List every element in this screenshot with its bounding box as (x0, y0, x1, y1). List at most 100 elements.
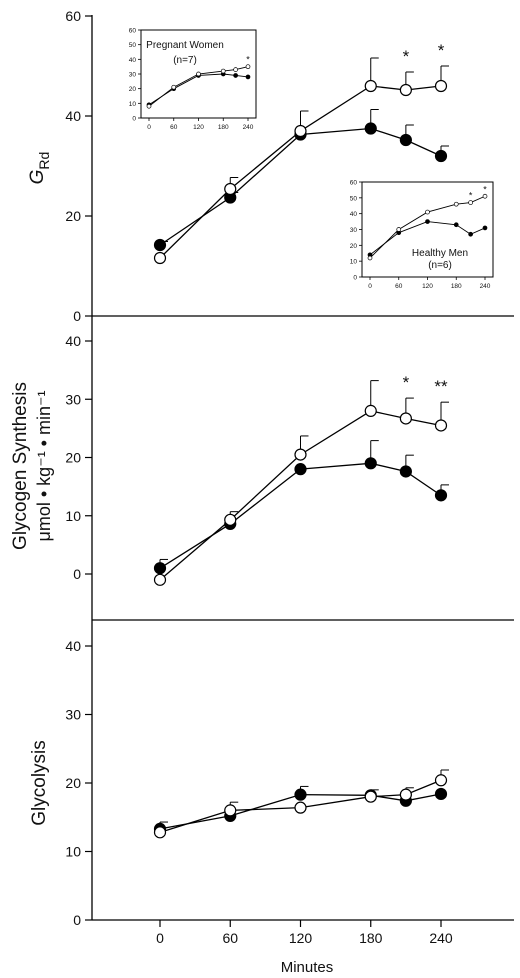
inset-open-point (196, 71, 201, 77)
inset-open-point (233, 67, 238, 72)
significance-mark: * (403, 373, 410, 392)
inset-label: Pregnant Women (146, 40, 224, 51)
open-point (434, 774, 448, 787)
open-point (294, 448, 307, 461)
inset-open-point (468, 200, 473, 205)
y-tick-label: 20 (65, 450, 81, 466)
y-axis-title-main: G (27, 170, 48, 185)
inset-y-tick-label: 60 (350, 180, 358, 187)
y-tick-label: 20 (65, 775, 81, 791)
inset-chart: 0 10 20 30 40 50 60 0 60 120 180 240 * * Healthy Men(n… (350, 180, 494, 290)
significance-mark: * (438, 41, 445, 60)
open-point (434, 79, 448, 93)
inset-y-tick-label: 10 (129, 101, 137, 108)
y-tick-label: 60 (65, 8, 81, 24)
inset-chart: 0 10 20 30 40 50 60 0 60 120 180 240 * Pregnant Women… (129, 28, 257, 131)
inset-open-point (245, 64, 251, 70)
inset-y-tick-label: 20 (350, 243, 358, 250)
series-line (159, 462, 442, 569)
filled-point (434, 149, 448, 163)
inset-open-point (453, 201, 459, 207)
inset-y-tick-label: 0 (132, 116, 136, 123)
x-tick-label: 180 (359, 930, 383, 946)
inset-label-n: (n=7) (173, 55, 197, 66)
filled-point (294, 788, 307, 801)
inset-y-tick-label: 60 (129, 28, 137, 35)
inset-y-tick-label: 10 (350, 259, 358, 266)
x-axis-title: Minutes (281, 959, 334, 976)
inset-x-tick-label: 180 (218, 124, 229, 131)
y-tick-label: 30 (65, 707, 81, 723)
significance-mark: * (403, 47, 410, 66)
y-tick-label: 0 (73, 912, 81, 928)
inset-open-point (220, 68, 226, 74)
inset-y-tick-label: 0 (353, 275, 357, 282)
inset-significance-mark: * (469, 191, 473, 201)
y-tick-label: 10 (65, 844, 81, 860)
y-axis-title-subscript: Rd (36, 152, 52, 170)
filled-point (294, 463, 307, 476)
open-point (434, 419, 448, 432)
inset-y-tick-label: 40 (129, 57, 137, 64)
y-axis-title: GRd (27, 152, 52, 185)
y-tick-label: 10 (65, 508, 81, 524)
filled-point (434, 489, 448, 502)
open-point (399, 788, 412, 801)
inset-filled-point (233, 73, 238, 78)
x-tick-label: 120 (289, 930, 313, 946)
inset-y-tick-label: 30 (129, 72, 137, 79)
inset-x-tick-label: 60 (395, 283, 403, 290)
inset-y-tick-label: 50 (129, 42, 137, 49)
x-tick-label: 240 (429, 930, 453, 946)
open-point (153, 573, 167, 586)
filled-point (399, 465, 412, 478)
y-tick-label: 30 (65, 391, 81, 407)
inset-significance-mark: * (483, 184, 487, 194)
inset-x-tick-label: 120 (193, 124, 204, 131)
open-point (364, 79, 377, 93)
y-tick-label: 0 (73, 308, 81, 324)
inset-x-tick-label: 60 (170, 124, 178, 131)
y-tick-label: 20 (65, 208, 81, 224)
inset-series-line (369, 195, 486, 259)
filled-point (153, 562, 167, 575)
y-axis-title-units: μmol • kg⁻¹ • min⁻¹ (34, 391, 54, 542)
inset-open-point (482, 193, 488, 199)
inset-y-tick-label: 40 (350, 211, 358, 218)
inset-open-point (425, 209, 430, 215)
y-tick-label: 0 (73, 566, 81, 582)
inset-y-tick-label: 30 (350, 227, 358, 234)
open-point (399, 83, 412, 97)
inset-x-tick-label: 240 (243, 124, 254, 131)
filled-point (434, 787, 448, 801)
inset-x-tick-label: 0 (147, 124, 151, 131)
y-tick-label: 40 (65, 333, 81, 349)
inset-open-point (171, 84, 177, 90)
y-axis-title: Glycolysis (29, 740, 50, 826)
significance-mark: ** (434, 377, 448, 396)
y-tick-label: 40 (65, 108, 81, 124)
x-tick-label: 0 (156, 930, 164, 946)
inset-significance-mark: * (246, 55, 250, 65)
inset-x-tick-label: 120 (422, 283, 433, 290)
inset-open-point (396, 227, 402, 232)
inset-open-point (146, 103, 152, 109)
inset-x-tick-label: 240 (480, 283, 491, 290)
open-point (294, 801, 307, 814)
open-point (224, 804, 237, 817)
filled-point (153, 238, 167, 252)
inset-x-tick-label: 180 (451, 283, 462, 290)
x-tick-label: 60 (222, 930, 238, 946)
open-point (294, 124, 307, 138)
inset-filled-point (245, 74, 251, 80)
open-point (364, 404, 377, 417)
series-line (159, 779, 442, 833)
inset-open-point (367, 255, 373, 261)
open-point (364, 790, 377, 803)
filled-point (364, 122, 377, 135)
inset-x-tick-label: 0 (368, 283, 372, 290)
y-axis-title: Glycogen Synthesis (10, 382, 31, 550)
y-tick-label: 40 (65, 638, 81, 654)
inset-series-line (369, 221, 486, 256)
